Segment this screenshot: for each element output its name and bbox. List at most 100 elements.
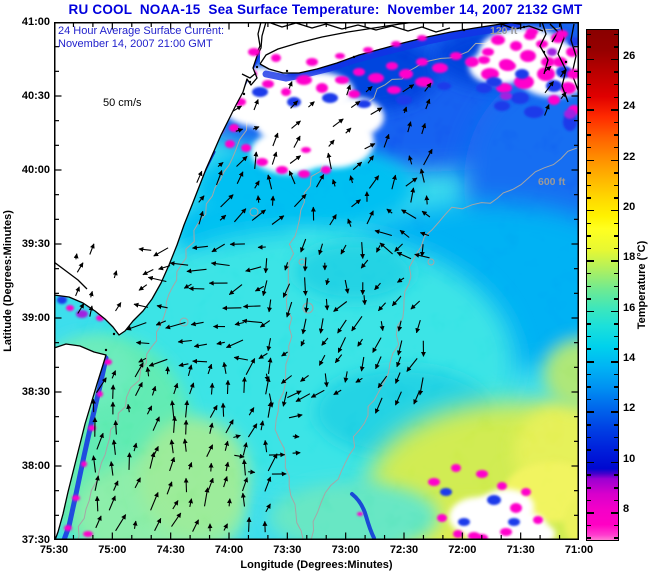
colorbar-tick bbox=[614, 285, 618, 287]
colorbar-tick bbox=[587, 96, 591, 98]
colorbar-tick bbox=[614, 71, 618, 73]
colorbar-tick bbox=[587, 335, 591, 338]
colorbar-tick bbox=[614, 197, 618, 199]
colorbar-tick bbox=[614, 474, 618, 476]
colorbar-tick bbox=[587, 83, 591, 86]
y-tick-label: 37:30 bbox=[21, 534, 50, 546]
colorbar-tick bbox=[611, 260, 618, 262]
colorbar-tick bbox=[587, 71, 591, 73]
colorbar-tick bbox=[587, 46, 591, 48]
plot-border bbox=[54, 22, 579, 540]
y-tick-label: 39:00 bbox=[21, 312, 50, 324]
colorbar-tick bbox=[614, 46, 618, 48]
colorbar-tick bbox=[611, 361, 618, 363]
colorbar bbox=[586, 29, 619, 541]
x-tick-label: 75:30 bbox=[39, 544, 69, 556]
colorbar-tick bbox=[587, 361, 594, 363]
colorbar-tick bbox=[614, 323, 618, 325]
colorbar-tick bbox=[587, 184, 591, 187]
colorbar-tick bbox=[611, 411, 618, 413]
colorbar-tick-label: 20 bbox=[623, 200, 636, 213]
colorbar-tick bbox=[614, 184, 618, 187]
colorbar-tick-label: 12 bbox=[623, 402, 636, 415]
colorbar-tick bbox=[587, 436, 591, 439]
current-vectors bbox=[73, 65, 567, 533]
colorbar-tick bbox=[587, 537, 591, 539]
colorbar-tick bbox=[611, 109, 618, 111]
colorbar-tick bbox=[587, 109, 594, 111]
y-tick-label: 39:30 bbox=[21, 238, 50, 250]
colorbar-tick bbox=[587, 134, 591, 136]
colorbar-tick bbox=[587, 197, 591, 199]
figure-title: RU COOL NOAA-15 Sea Surface Temperature:… bbox=[68, 2, 583, 17]
colorbar-tick bbox=[614, 146, 618, 149]
colorbar-tick bbox=[587, 373, 591, 376]
colorbar-tick-label: 26 bbox=[623, 49, 636, 62]
colorbar-tick bbox=[587, 524, 591, 527]
colorbar-tick bbox=[587, 474, 591, 476]
colorbar-tick-label: 8 bbox=[623, 503, 630, 516]
colorbar-tick bbox=[587, 222, 591, 224]
colorbar-tick bbox=[614, 524, 618, 527]
colorbar-tick bbox=[587, 424, 591, 426]
cold-flags-over-land bbox=[248, 30, 579, 79]
x-tick-label: 71:00 bbox=[564, 544, 594, 556]
bathymetry-label-0: 600 ft bbox=[538, 176, 566, 188]
colorbar-tick bbox=[614, 386, 618, 388]
colorbar-tick bbox=[587, 348, 591, 350]
colorbar-tick bbox=[614, 499, 618, 502]
colorbar-tick bbox=[587, 272, 591, 275]
colorbar-tick bbox=[614, 335, 618, 338]
colorbar-tick bbox=[614, 373, 618, 376]
colorbar-tick bbox=[614, 83, 618, 86]
colorbar-tick bbox=[614, 247, 618, 250]
colorbar-tick bbox=[614, 398, 618, 401]
colorbar-tick bbox=[587, 247, 591, 250]
colorbar-tick bbox=[614, 424, 618, 426]
x-tick-label: 73:30 bbox=[273, 544, 302, 556]
colorbar-tick bbox=[611, 310, 618, 313]
y-tick-label: 40:30 bbox=[21, 90, 50, 102]
x-tick-label: 75:00 bbox=[98, 544, 127, 556]
colorbar-tick bbox=[587, 285, 591, 287]
x-tick-label: 74:30 bbox=[156, 544, 185, 556]
y-axis-label: Latitude (Degrees:Minutes) bbox=[2, 210, 14, 352]
colorbar-tick bbox=[587, 449, 591, 451]
colorbar-tick bbox=[587, 298, 591, 300]
current-annotation: 24 Hour Average Surface Current: Novembe… bbox=[58, 25, 224, 50]
x-tick-label: 72:00 bbox=[448, 544, 477, 556]
colorbar-tick-label: 14 bbox=[623, 352, 636, 365]
colorbar-tick bbox=[614, 436, 618, 439]
colorbar-tick bbox=[587, 386, 591, 388]
colorbar-tick bbox=[614, 537, 618, 539]
colorbar-tick bbox=[587, 33, 591, 36]
colorbar-axis-label: Temperature (°C) bbox=[636, 240, 648, 330]
current-scale-label: 50 cm/s bbox=[103, 97, 142, 109]
annotation-line1: 24 Hour Average Surface Current: bbox=[58, 25, 225, 37]
x-tick-label: 72:30 bbox=[389, 544, 419, 556]
colorbar-tick bbox=[587, 310, 594, 313]
colorbar-tick bbox=[614, 235, 618, 237]
colorbar-tick-label: 16 bbox=[623, 301, 636, 314]
colorbar-tick bbox=[614, 121, 618, 124]
colorbar-tick bbox=[587, 121, 591, 124]
colorbar-tick bbox=[587, 323, 591, 325]
colorbar-tick bbox=[587, 487, 591, 489]
y-tick-label: 38:00 bbox=[21, 460, 50, 472]
x-axis-label: Longitude (Degrees:Minutes) bbox=[240, 559, 393, 571]
colorbar-tick bbox=[611, 512, 618, 514]
colorbar-tick bbox=[614, 449, 618, 451]
colorbar-tick bbox=[587, 159, 594, 161]
y-tick-label: 38:30 bbox=[21, 386, 50, 398]
colorbar-tick bbox=[587, 512, 594, 514]
colorbar-tick bbox=[614, 33, 618, 36]
colorbar-tick-label: 24 bbox=[623, 100, 636, 113]
bathymetry-label-1: 120 ft bbox=[490, 25, 518, 37]
colorbar-tick-label: 18 bbox=[623, 251, 636, 264]
annotation-line2: November 14, 2007 21:00 GMT bbox=[58, 37, 213, 50]
colorbar-tick bbox=[587, 58, 594, 61]
colorbar-tick bbox=[614, 172, 618, 174]
colorbar-tick bbox=[611, 461, 618, 464]
colorbar-tick bbox=[587, 146, 591, 149]
